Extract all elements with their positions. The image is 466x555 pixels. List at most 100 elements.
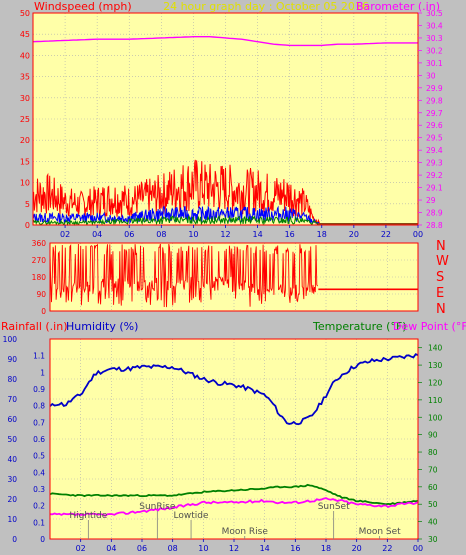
temperature-tick-label: 100 xyxy=(428,413,443,422)
windspeed-tick-label: 35 xyxy=(20,73,30,82)
event-label: SunSet xyxy=(318,502,350,512)
event-label: Moon Rise xyxy=(222,527,269,537)
temperature-tick-label: 110 xyxy=(428,396,443,405)
direction-tick-label: 180 xyxy=(32,273,47,282)
barometer-tick-label: 30.2 xyxy=(426,46,443,55)
windspeed-tick-label: 20 xyxy=(20,136,30,145)
direction-tick-label: 270 xyxy=(32,256,47,265)
barometer-tick-label: 29 xyxy=(426,196,436,205)
barometer-tick-label: 30.3 xyxy=(426,34,443,43)
rainfall-tick-label: 0.5 xyxy=(33,452,45,461)
event-label: SunRise xyxy=(139,502,176,512)
temperature-tick-label: 120 xyxy=(428,378,443,387)
barometer-tick-label: 29.5 xyxy=(426,134,443,143)
humidity-tick-label: 80 xyxy=(7,375,17,384)
windspeed-tick-label: 15 xyxy=(20,157,30,166)
temperature-tick-label: 80 xyxy=(428,448,438,457)
chart-title: 24 hour graph day : October 05 2016 xyxy=(163,0,369,13)
barometer-tick-label: 29.6 xyxy=(426,121,443,130)
dir-label-n-top: N xyxy=(436,239,446,254)
barometer-tick-label: 29.1 xyxy=(426,184,443,193)
wind-x-tick-label: 20 xyxy=(349,230,359,239)
axis-ticks: 0510152025303540455028.828.92929.129.229… xyxy=(3,9,443,553)
humidity-x-tick-label: 20 xyxy=(352,544,362,553)
rainfall-tick-label: 0.7 xyxy=(33,418,45,427)
wind-x-tick-label: 12 xyxy=(220,230,230,239)
rainfall-tick-label: 0 xyxy=(40,535,45,544)
humidity-x-tick-label: 16 xyxy=(290,544,300,553)
direction-tick-label: 90 xyxy=(36,290,46,299)
humidity-tick-label: 20 xyxy=(7,495,17,504)
humidity-x-tick-label: 00 xyxy=(413,544,423,553)
windspeed-tick-label: 40 xyxy=(20,51,30,60)
direction-plot-frame xyxy=(49,242,419,312)
direction-tick-label: 0 xyxy=(41,307,46,316)
direction-tick-label: 360 xyxy=(32,239,47,248)
humidity-x-tick-label: 14 xyxy=(260,544,270,553)
barometer-tick-label: 29.4 xyxy=(426,146,443,155)
humidity-tick-label: 60 xyxy=(7,415,17,424)
humidity-tick-label: 100 xyxy=(3,335,18,344)
humidity-tick-label: 50 xyxy=(7,435,17,444)
barometer-tick-label: 29.7 xyxy=(426,109,443,118)
event-label: Moon Set xyxy=(359,527,402,537)
windspeed-tick-label: 50 xyxy=(20,9,30,18)
windspeed-tick-label: 10 xyxy=(20,179,30,188)
barometer-tick-label: 30 xyxy=(426,71,436,80)
barometer-line xyxy=(32,36,418,47)
windspeed-tick-label: 25 xyxy=(20,115,30,124)
barometer-tick-label: 30.1 xyxy=(426,59,443,68)
windspeed-tick-label: 5 xyxy=(25,200,30,209)
wind-direction-line xyxy=(49,243,318,308)
humidity-tick-label: 90 xyxy=(7,355,17,364)
event-label: Hightide xyxy=(69,511,107,521)
humidity-x-tick-label: 10 xyxy=(198,544,208,553)
barometer-tick-label: 30.5 xyxy=(426,9,443,18)
wind-x-tick-label: 06 xyxy=(124,230,134,239)
wind-x-tick-label: 10 xyxy=(188,230,198,239)
humidity-grid xyxy=(50,339,418,539)
humidity-header: Humidity (%) xyxy=(66,320,138,333)
humidity-tick-label: 0 xyxy=(12,535,17,544)
windspeed-tick-label: 45 xyxy=(20,30,30,39)
humidity-tick-label: 70 xyxy=(7,395,17,404)
humidity-x-tick-label: 12 xyxy=(229,544,239,553)
barometer-tick-label: 29.2 xyxy=(426,171,443,180)
temperature-tick-label: 140 xyxy=(428,344,443,353)
event-label: Lowtide xyxy=(174,511,209,521)
barometer-tick-label: 29.3 xyxy=(426,159,443,168)
wind-x-tick-label: 08 xyxy=(156,230,166,239)
humidity-x-tick-label: 08 xyxy=(168,544,178,553)
windspeed-header: Windspeed (mph) xyxy=(34,0,132,13)
windspeed-tick-label: 30 xyxy=(20,94,30,103)
windspeed-tick-label: 0 xyxy=(25,221,30,230)
barometer-tick-label: 29.9 xyxy=(426,84,443,93)
wind-x-tick-label: 02 xyxy=(60,230,70,239)
humidity-x-tick-label: 04 xyxy=(106,544,116,553)
temperature-tick-label: 90 xyxy=(428,431,438,440)
barometer-tick-label: 28.8 xyxy=(426,221,443,230)
temperature-tick-label: 70 xyxy=(428,465,438,474)
dewpoint-line xyxy=(49,497,419,517)
wind-x-tick-label: 16 xyxy=(285,230,295,239)
humidity-tick-label: 30 xyxy=(7,475,17,484)
direction-marks xyxy=(49,243,418,308)
dir-label-w: W xyxy=(436,254,449,269)
dir-label-e: E xyxy=(436,286,444,301)
wind-x-tick-label: 14 xyxy=(252,230,262,239)
wind-x-tick-label: 18 xyxy=(317,230,327,239)
temperature-tick-label: 50 xyxy=(428,500,438,509)
barometer-tick-label: 29.8 xyxy=(426,96,443,105)
dir-label-s: S xyxy=(436,270,444,285)
humidity-x-tick-label: 22 xyxy=(382,544,392,553)
temperature-tick-label: 30 xyxy=(428,535,438,544)
rainfall-header: Rainfall (.in) xyxy=(1,320,68,333)
dewpoint-header: Dew Point (°F) xyxy=(393,320,466,333)
humidity-x-tick-label: 06 xyxy=(137,544,147,553)
rainfall-tick-label: 0.6 xyxy=(33,435,45,444)
temperature-tick-label: 130 xyxy=(428,361,443,370)
temperature-header: Temperature (°F) xyxy=(312,320,407,333)
rainfall-tick-label: 1 xyxy=(40,368,45,377)
